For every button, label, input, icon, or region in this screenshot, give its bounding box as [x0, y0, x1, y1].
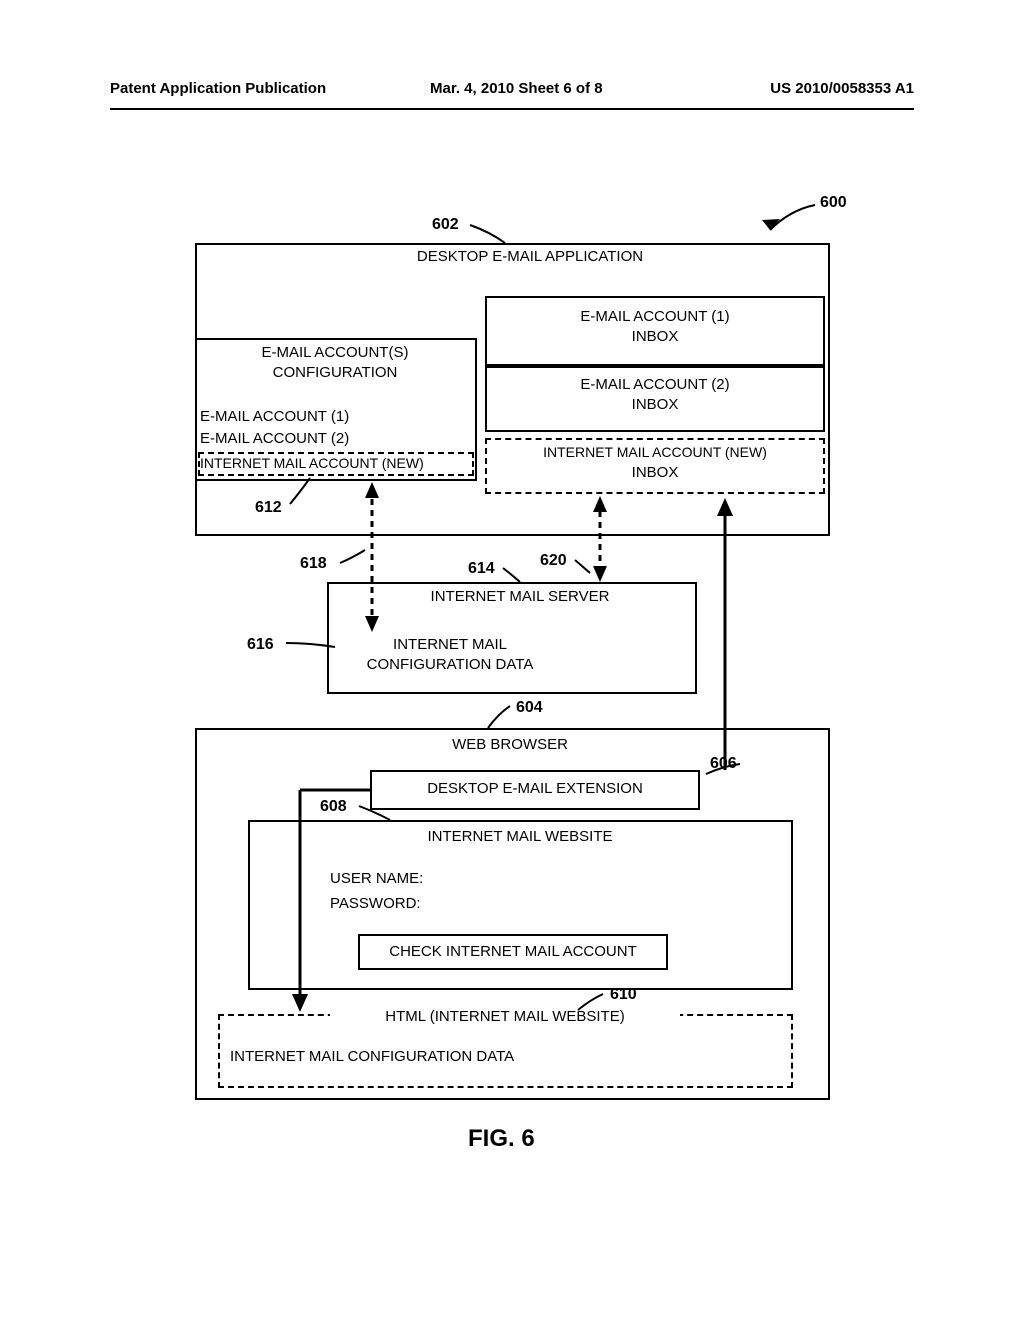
mail-server-config1: INTERNET MAIL — [330, 636, 570, 653]
header-rule — [110, 108, 914, 110]
inbox1-b: INBOX — [485, 328, 825, 345]
html-label: HTML (INTERNET MAIL WEBSITE) — [330, 1008, 680, 1025]
ref-606: 606 — [710, 755, 737, 773]
header-left: Patent Application Publication — [110, 80, 326, 97]
header-center: Mar. 4, 2010 Sheet 6 of 8 — [430, 80, 603, 97]
config-acct2: E-MAIL ACCOUNT (2) — [200, 430, 400, 447]
extension-label: DESKTOP E-MAIL EXTENSION — [390, 780, 680, 797]
inbox2-a: E-MAIL ACCOUNT (2) — [485, 376, 825, 393]
desktop-email-app-title: DESKTOP E-MAIL APPLICATION — [400, 248, 660, 265]
web-browser-title: WEB BROWSER — [420, 736, 600, 753]
inbox3-a: INTERNET MAIL ACCOUNT (NEW) — [485, 444, 825, 460]
page-container: Patent Application Publication Mar. 4, 2… — [0, 0, 1024, 1320]
inbox1-a: E-MAIL ACCOUNT (1) — [485, 308, 825, 325]
config-title1: E-MAIL ACCOUNT(S) — [235, 344, 435, 361]
figure-caption: FIG. 6 — [468, 1125, 535, 1153]
ref-620: 620 — [540, 552, 567, 570]
inbox2-b: INBOX — [485, 396, 825, 413]
ref-602: 602 — [432, 216, 459, 234]
ref-616: 616 — [247, 636, 274, 654]
ref-612: 612 — [255, 499, 282, 517]
mail-server-title: INTERNET MAIL SERVER — [400, 588, 640, 605]
ref-610: 610 — [610, 986, 637, 1004]
inbox3-b: INBOX — [485, 464, 825, 481]
username-label: USER NAME: — [330, 870, 480, 887]
mail-server-config2: CONFIGURATION DATA — [310, 656, 590, 673]
ref-604: 604 — [516, 699, 543, 717]
ref-608: 608 — [320, 798, 347, 816]
ref-600: 600 — [820, 194, 847, 212]
website-title: INTERNET MAIL WEBSITE — [370, 828, 670, 845]
config-acct1: E-MAIL ACCOUNT (1) — [200, 408, 400, 425]
config-data-label: INTERNET MAIL CONFIGURATION DATA — [230, 1048, 570, 1065]
ref-618: 618 — [300, 555, 327, 573]
check-button-label: CHECK INTERNET MAIL ACCOUNT — [358, 943, 668, 960]
ref-614: 614 — [468, 560, 495, 578]
password-label: PASSWORD: — [330, 895, 480, 912]
header-right: US 2010/0058353 A1 — [770, 80, 914, 97]
config-new-acct: INTERNET MAIL ACCOUNT (NEW) — [200, 455, 472, 471]
config-title2: CONFIGURATION — [235, 364, 435, 381]
